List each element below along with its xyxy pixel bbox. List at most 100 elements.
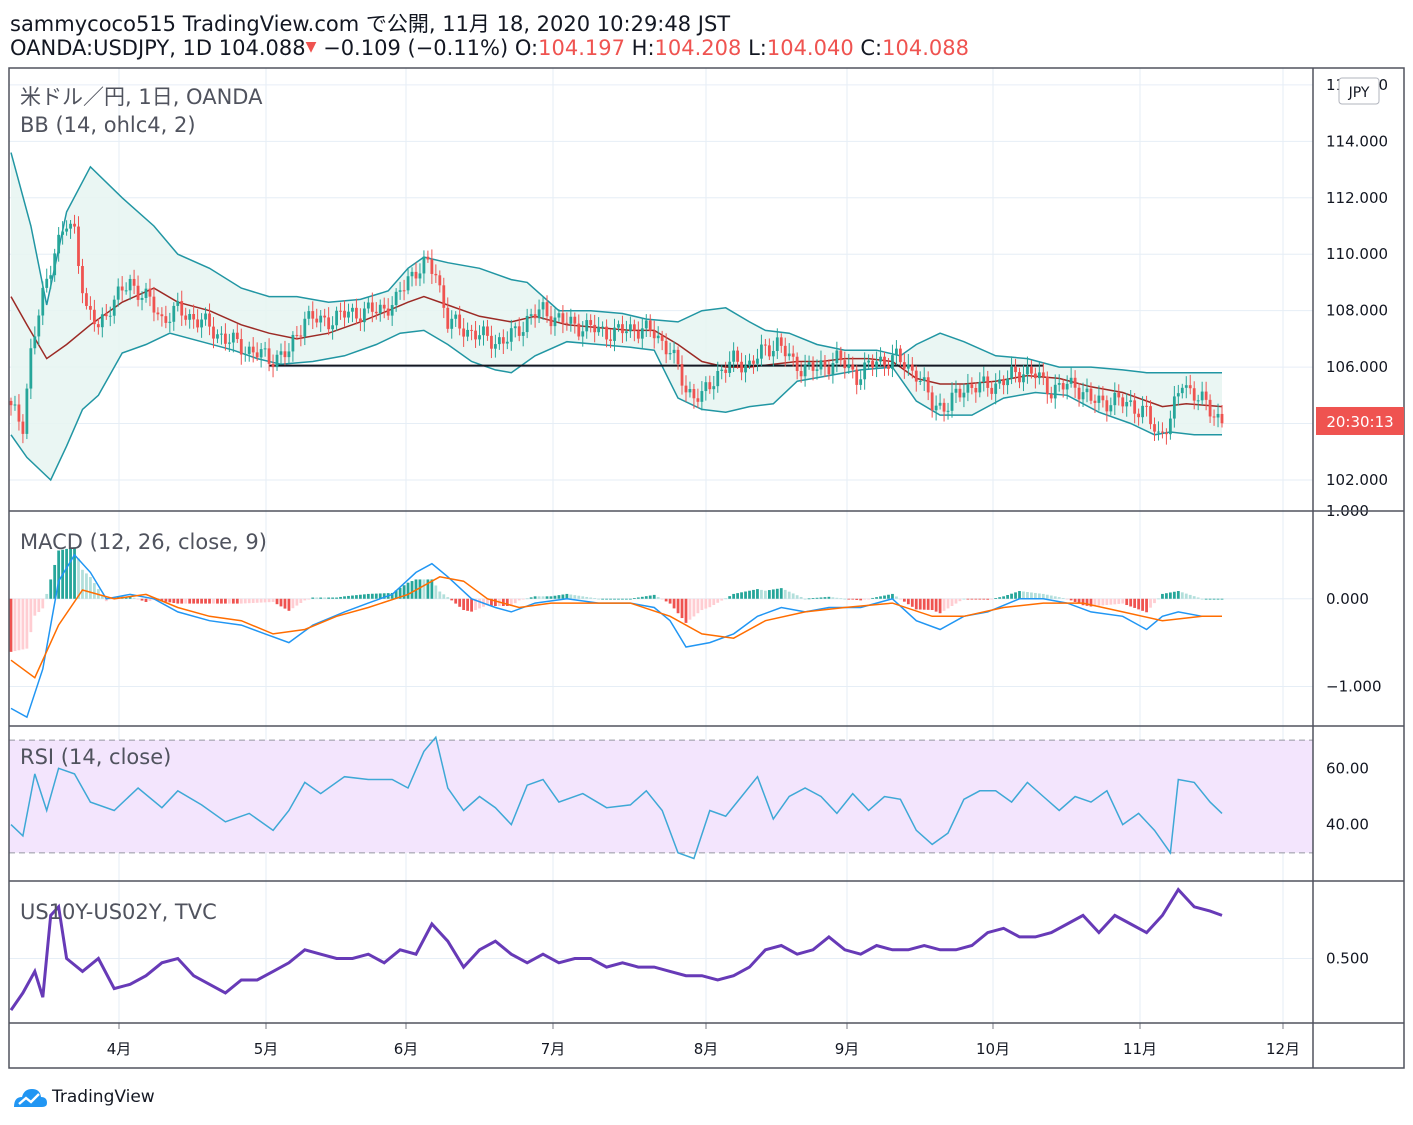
candle-body (1089, 388, 1093, 401)
histogram-bar (708, 598, 712, 608)
histogram-bar (871, 597, 874, 599)
histogram-bar (906, 598, 910, 605)
candle-body (1149, 406, 1152, 425)
histogram-bar (442, 594, 446, 599)
candle-body (883, 356, 886, 366)
candle-body (319, 315, 323, 323)
histogram-bar (807, 598, 811, 600)
candle-body (803, 365, 807, 377)
currency-badge[interactable]: JPY (1338, 77, 1380, 105)
candle-body (621, 324, 624, 334)
candle-body (402, 290, 406, 292)
candle-body (664, 340, 668, 355)
candle-body (644, 320, 648, 329)
histogram-bar (1085, 598, 1089, 606)
candle-body (505, 341, 509, 344)
brand[interactable]: TradingView (12, 1083, 155, 1111)
candle-body (57, 234, 61, 254)
candle-body (132, 278, 136, 286)
histogram-bar (561, 594, 565, 599)
histogram-bar (303, 598, 307, 601)
candle-body (1073, 377, 1077, 388)
candle-body (33, 336, 37, 349)
candle-body (930, 392, 934, 411)
candle-body (760, 344, 763, 359)
candle-body (1200, 391, 1204, 401)
candle-body (315, 318, 319, 323)
candle-body (513, 326, 517, 329)
histogram-bar (89, 577, 92, 599)
histogram-bar (319, 597, 323, 599)
histogram-bar (204, 598, 207, 604)
histogram-bar (1113, 598, 1117, 605)
candle-body (545, 302, 549, 317)
histogram-bar (180, 598, 184, 604)
x-tick-label: 10月 (976, 1040, 1010, 1058)
candle-body (636, 330, 640, 339)
price-pane[interactable]: 米ドル／円, 1日, OANDA BB (14, ohlc4, 2) (9, 85, 1224, 482)
candle-body (748, 360, 751, 366)
candle-body (398, 290, 402, 292)
candle-body (902, 362, 906, 369)
candle-body (1006, 378, 1009, 386)
price-tag-box (1316, 406, 1404, 435)
histogram-bar (652, 594, 656, 599)
rsi-pane[interactable]: RSI (14, close) (9, 735, 1313, 860)
histogram-bar (922, 598, 926, 610)
y-axis[interactable]: 102.000 106.000 108.000 110.000 112.000 114.0… (1326, 76, 1388, 968)
candle-body (823, 360, 827, 367)
candle-body (1026, 366, 1029, 375)
histogram-bar (632, 598, 636, 599)
candle-body (366, 302, 370, 309)
candle-body (767, 345, 771, 357)
candle-body (625, 331, 628, 334)
candle-body (629, 324, 632, 332)
candle-body (61, 231, 65, 235)
histogram-bar (331, 597, 335, 599)
histogram-bar (613, 598, 616, 600)
candle-body (283, 351, 287, 358)
histogram-bar (895, 596, 898, 599)
histogram-bar (231, 598, 235, 604)
candle-body (609, 339, 612, 341)
candle-body (1208, 399, 1212, 417)
histogram-bar (144, 598, 148, 602)
candle-body (533, 314, 537, 319)
candle-body (680, 364, 684, 386)
candle-body (386, 308, 390, 316)
spread-pane[interactable]: US10Y-US02Y, TVC (9, 887, 1223, 1011)
histogram-bar (1220, 598, 1224, 600)
candle-body (422, 256, 426, 274)
histogram-bar (267, 598, 271, 603)
histogram-bar (1168, 592, 1172, 599)
histogram-bar (1093, 598, 1097, 607)
x-axis[interactable]: 4月 5月 6月 7月 8月 9月 10月 11月 12月 (107, 1023, 1300, 1058)
histogram-bar (863, 598, 867, 600)
histogram-bar (295, 598, 299, 606)
histogram-bar (668, 598, 672, 604)
histogram-bar (879, 596, 882, 599)
histogram-bar (1117, 598, 1121, 604)
macd-pane[interactable]: MACD (12, 26, close, 9) (9, 530, 1224, 719)
histogram-bar (926, 598, 930, 610)
histogram-bar (1165, 593, 1168, 599)
candle-body (950, 392, 954, 411)
low-value: 104.040 (766, 36, 854, 60)
histogram-bar (1022, 591, 1025, 599)
macd-histogram (9, 547, 1224, 652)
histogram-bar (255, 598, 259, 603)
histogram-bar (212, 598, 215, 604)
candle-body (764, 344, 767, 346)
candle-body (136, 285, 140, 300)
histogram-bar (283, 598, 287, 609)
macd-label: MACD (12, 26, close, 9) (20, 530, 267, 554)
candle-body (958, 388, 962, 398)
candle-body (394, 291, 398, 306)
price-pane-title: 米ドル／円, 1日, OANDA (20, 85, 263, 109)
histogram-bar (287, 598, 291, 611)
histogram-bar (406, 582, 410, 599)
bb-label: BB (14, ohlc4, 2) (20, 113, 196, 137)
histogram-bar (259, 598, 263, 603)
candle-body (895, 348, 898, 356)
